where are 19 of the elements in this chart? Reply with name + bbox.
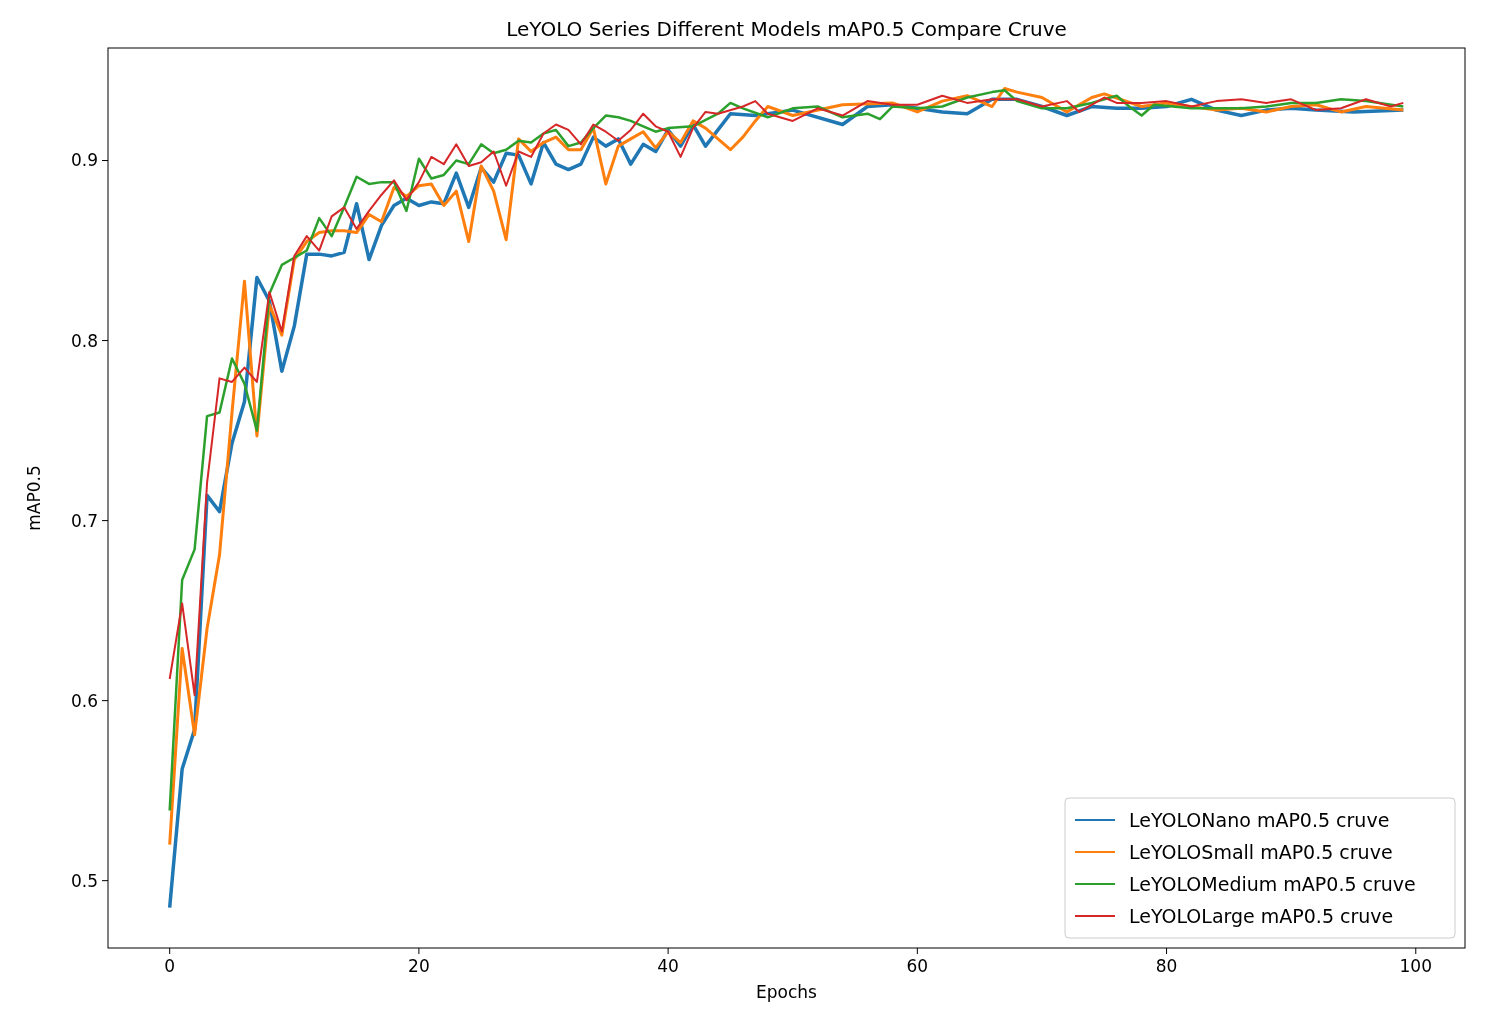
- legend-label: LeYOLONano mAP0.5 cruve: [1129, 808, 1390, 831]
- x-tick-label: 80: [1155, 956, 1178, 976]
- chart-title: LeYOLO Series Different Models mAP0.5 Compare Cruve: [506, 17, 1067, 41]
- legend-label: LeYOLOSmall mAP0.5 cruve: [1129, 840, 1393, 863]
- x-tick-label: 100: [1399, 956, 1433, 976]
- x-tick-label: 0: [164, 956, 176, 976]
- legend-label: LeYOLOMedium mAP0.5 cruve: [1129, 872, 1416, 895]
- x-tick-label: 20: [408, 956, 430, 976]
- x-axis-title: Epochs: [756, 982, 818, 1002]
- y-tick-label: 0.9: [70, 150, 98, 171]
- x-tick-label: 40: [657, 956, 679, 976]
- y-tick-label: 0.8: [70, 330, 98, 351]
- x-tick-label: 60: [906, 956, 929, 976]
- y-tick-label: 0.5: [70, 870, 98, 891]
- y-tick-label: 0.6: [70, 690, 98, 711]
- legend-label: LeYOLOLarge mAP0.5 cruve: [1129, 904, 1394, 927]
- y-tick-label: 0.7: [70, 510, 98, 531]
- line-series: [168, 94, 1405, 697]
- y-axis-title: mAP0.5: [24, 465, 44, 531]
